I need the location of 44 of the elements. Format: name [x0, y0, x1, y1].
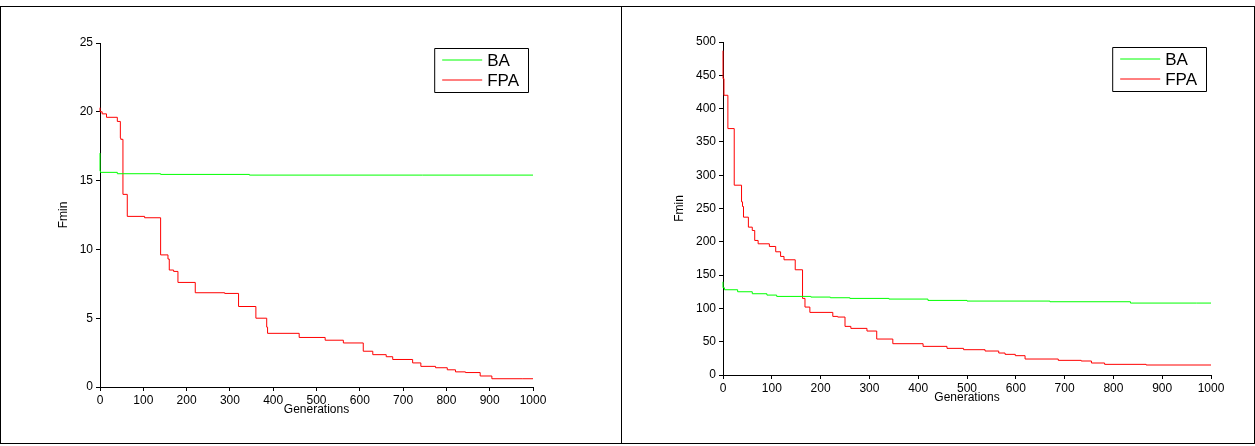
x-tick-label: 100 — [133, 392, 154, 407]
y-tick-label: 300 — [695, 167, 717, 182]
x-axis-title: Generations — [934, 390, 1000, 405]
y-tick-label: 500 — [695, 34, 717, 49]
x-tick-label: 400 — [908, 380, 929, 395]
x-tick-label: 800 — [1103, 380, 1124, 395]
y-axis-title: Fmin — [55, 201, 70, 229]
x-tick-label: 900 — [479, 392, 501, 407]
legend-label: FPA — [1165, 69, 1198, 89]
x-tick-label: 1000 — [1197, 380, 1225, 395]
x-tick-label: 1000 — [519, 392, 547, 407]
legend-label: FPA — [487, 70, 520, 90]
y-tick-label: 350 — [695, 134, 717, 149]
y-tick-label: 400 — [695, 100, 717, 115]
x-axis-title: Generations — [283, 402, 350, 417]
x-tick-label: 600 — [349, 392, 371, 407]
y-axis-title: Fmin — [671, 195, 686, 222]
y-tick-label: 250 — [695, 200, 717, 215]
x-tick-label: 200 — [176, 392, 197, 407]
x-tick-label: 700 — [1054, 380, 1075, 395]
y-tick-label: 150 — [695, 267, 717, 282]
y-tick-label: 450 — [695, 67, 717, 82]
x-tick-label: 400 — [263, 392, 284, 407]
x-tick-label: 0 — [96, 392, 104, 407]
y-tick-label: 10 — [79, 241, 94, 256]
x-tick-label: 900 — [1152, 380, 1173, 395]
x-tick-label: 700 — [393, 392, 414, 407]
x-tick-label: 600 — [1005, 380, 1027, 395]
y-tick-label: 0 — [709, 367, 717, 382]
y-tick-label: 50 — [702, 334, 717, 349]
x-tick-label: 300 — [219, 392, 241, 407]
y-tick-label: 20 — [79, 104, 94, 119]
x-tick-label: 100 — [761, 380, 783, 395]
x-tick-label: 300 — [859, 380, 880, 395]
y-tick-label: 5 — [86, 310, 94, 325]
legend-label: BA — [1165, 49, 1189, 69]
y-tick-label: 15 — [79, 172, 94, 187]
y-tick-label: 100 — [695, 300, 717, 315]
x-tick-label: 0 — [719, 380, 727, 395]
y-tick-label: 200 — [695, 234, 717, 249]
x-tick-label: 200 — [810, 380, 831, 395]
x-tick-label: 800 — [436, 392, 457, 407]
legend-label: BA — [487, 50, 511, 70]
y-tick-label: 25 — [79, 35, 94, 50]
